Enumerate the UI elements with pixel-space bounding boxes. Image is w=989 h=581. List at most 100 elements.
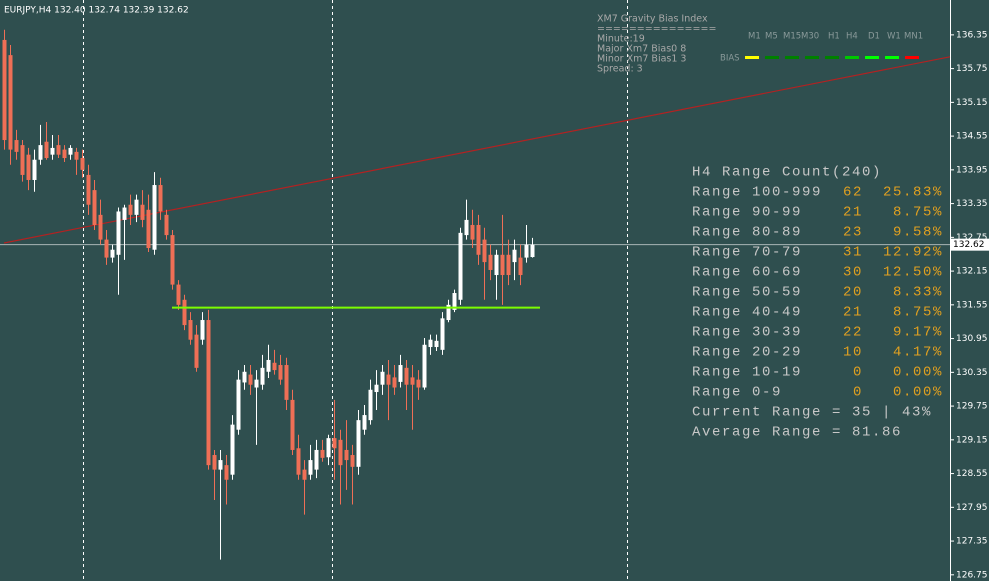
y-tick-label: 130.35 [956, 368, 988, 378]
y-tick-label: 132.75 [956, 233, 988, 243]
candle-body [200, 320, 205, 340]
bias-dash [865, 56, 879, 59]
range-percent: 8.75% [893, 305, 943, 321]
range-percent: 9.17% [893, 325, 943, 341]
candle-body [2, 39, 7, 141]
candle-body [344, 449, 349, 461]
candle-body [308, 460, 313, 475]
candle-body [38, 145, 43, 160]
range-count: 0 [853, 365, 863, 381]
candle-body [134, 199, 139, 215]
candle-body [386, 374, 391, 385]
candle-body [86, 174, 91, 205]
timeframe-label: MN1 [904, 32, 923, 42]
indicator-title: XM7 Gravity Bias Index [597, 14, 708, 25]
candle-body [164, 214, 169, 236]
range-count: 0 [853, 385, 863, 401]
candle-body [410, 377, 415, 385]
candle-body [218, 460, 223, 470]
candle-body [512, 249, 517, 263]
candle-body [374, 384, 379, 393]
candle-body [104, 239, 109, 258]
indicator-line: Minute:19 [597, 34, 645, 45]
candle-body [482, 239, 487, 263]
candle-body [194, 334, 199, 368]
candle-body [392, 377, 397, 388]
candle-body [92, 190, 97, 225]
candle-body [272, 362, 277, 371]
y-tick-label: 136.35 [956, 30, 988, 40]
candle-body [338, 439, 343, 466]
y-tick-label: 131.55 [956, 300, 988, 310]
range-count: 31 [843, 245, 863, 261]
candle-body [464, 219, 469, 236]
candle-body [314, 449, 319, 470]
candle-body [206, 320, 211, 466]
candle-body [434, 340, 439, 348]
candle-body [422, 344, 427, 388]
bias-dash [805, 56, 819, 59]
y-tick-label: 130.95 [956, 334, 988, 344]
range-count: 30 [843, 265, 863, 281]
candle-body [248, 374, 253, 385]
range-label: Range 30-39 [692, 325, 802, 341]
range-percent: 8.33% [893, 285, 943, 301]
candle-body [440, 318, 445, 350]
candle-body [488, 254, 493, 270]
candle-body [356, 420, 361, 467]
range-count: 20 [843, 285, 863, 301]
candle-body [518, 257, 523, 276]
timeframe-label: M15 [783, 32, 801, 42]
timeframe-label: D1 [868, 32, 880, 42]
candle-body [26, 154, 31, 180]
candle-body [74, 151, 79, 160]
range-label: Range 0-9 [692, 385, 782, 401]
candle-body [260, 367, 265, 385]
y-tick-label: 135.15 [956, 98, 988, 108]
timeframe-label: M30 [801, 32, 819, 42]
range-percent: 25.83% [883, 185, 943, 201]
candle-body [20, 145, 25, 175]
y-tick-label: 133.95 [956, 165, 988, 175]
timeframe-label: H1 [828, 32, 840, 42]
candle-body [8, 55, 13, 150]
chart-title: EURJPY,H4 132.40 132.74 132.39 132.62 [4, 6, 189, 16]
candle-body [416, 379, 421, 388]
timeframe-label: H4 [846, 32, 858, 42]
indicator-line: Major Xm7 Bias0 8 [597, 44, 686, 55]
candle-body [56, 145, 61, 155]
candle-body [368, 389, 373, 421]
y-tick-label: 129.75 [956, 402, 988, 412]
range-title: H4 Range Count(240) [692, 165, 882, 181]
range-footer: Current Range = 35 | 43% [692, 405, 932, 421]
candle-body [428, 339, 433, 348]
candle-body [98, 214, 103, 240]
candle-body [44, 141, 49, 159]
candle-body [254, 379, 259, 388]
range-count: 21 [843, 205, 863, 221]
range-count: 23 [843, 225, 863, 241]
candle-body [494, 254, 499, 276]
candle-body [470, 224, 475, 240]
candle-body [146, 209, 151, 249]
candle-body [158, 185, 163, 212]
candle-body [122, 207, 127, 220]
candle-body [224, 465, 229, 480]
candle-body [302, 469, 307, 480]
range-percent: 12.50% [883, 265, 943, 281]
candle-body [452, 293, 457, 310]
candle-body [398, 365, 403, 382]
range-label: Range 40-49 [692, 305, 802, 321]
trendline [3, 56, 951, 244]
candle-body [458, 232, 463, 300]
range-label: Range 100-999 [692, 185, 822, 201]
range-label: Range 60-69 [692, 265, 802, 281]
last-price-box [950, 238, 989, 251]
candle-body [476, 224, 481, 255]
range-footer: Average Range = 81.86 [692, 425, 902, 441]
candle-body [404, 367, 409, 385]
candle-body [236, 379, 241, 430]
candle-body [320, 449, 325, 458]
y-tick-label: 129.15 [956, 435, 988, 445]
